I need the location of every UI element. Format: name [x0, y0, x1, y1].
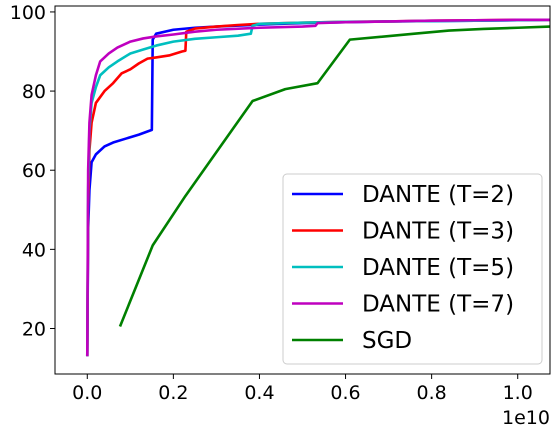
- y-tick-label: 40: [22, 239, 46, 261]
- x-tick-label: 1.0: [503, 382, 533, 404]
- x-tick-label: 0.2: [158, 382, 188, 404]
- legend-label: DANTE (T=5): [362, 255, 514, 281]
- y-tick-label: 20: [22, 318, 46, 340]
- y-tick-label: 60: [22, 160, 46, 182]
- x-tick-label: 0.8: [417, 382, 447, 404]
- legend-label: DANTE (T=3): [362, 219, 514, 245]
- x-tick-label: 0.4: [244, 382, 274, 404]
- series-line-3: [85, 18, 550, 357]
- legend-label: DANTE (T=2): [362, 182, 514, 208]
- legend-label: SGD: [362, 328, 412, 354]
- x-tick-label: 0.6: [330, 382, 360, 404]
- x-axis-multiplier: 1e10: [502, 407, 550, 429]
- y-tick-label: 100: [10, 2, 46, 24]
- legend-label: DANTE (T=7): [362, 292, 514, 318]
- legend-box: [282, 173, 543, 365]
- plot-frame: [54, 5, 551, 375]
- y-tick-label: 80: [22, 81, 46, 103]
- x-tick-label: 0.0: [72, 382, 102, 404]
- series-line-4: [118, 25, 550, 328]
